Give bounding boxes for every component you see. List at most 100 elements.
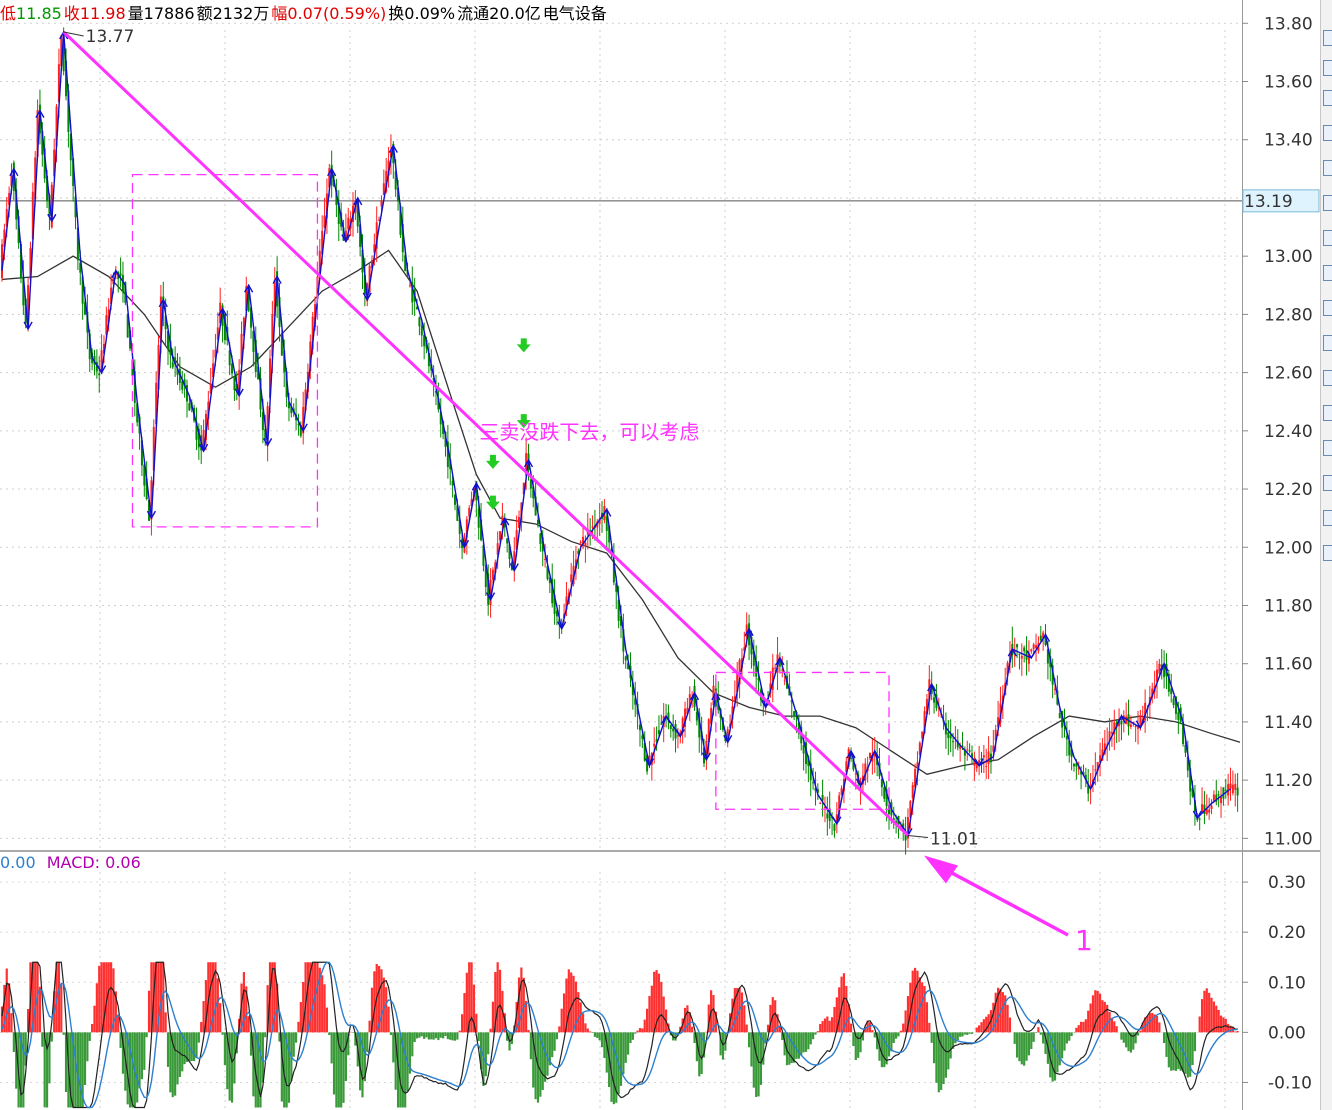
downtrend-line [62,30,910,837]
toolbar-icon[interactable] [1323,230,1332,246]
candle-body [963,749,966,756]
candle-body [771,667,774,690]
candle-body [81,276,84,304]
toolbar-icon[interactable] [1323,195,1332,211]
candle-body [309,341,312,372]
candle-body [250,307,253,328]
toolbar-icon[interactable] [1323,160,1332,176]
high-marker-line [63,31,84,37]
candle-body [883,787,886,799]
candle-body [223,314,226,340]
info-value: 0.09% [404,4,456,23]
candle-body [100,350,103,371]
candle-body [548,577,551,584]
candle-body [1061,710,1064,728]
candle-body [259,378,262,410]
candle-body [937,708,940,710]
candle-body [911,785,914,799]
candle-body [254,339,257,372]
candle-body [638,724,641,731]
candle-body [551,579,554,604]
candle-body [1186,756,1189,771]
candle-body [978,760,981,767]
sell-signal-arrow [485,454,500,469]
toolbar-icon[interactable] [1323,475,1332,491]
zhongshu-box [131,174,319,528]
candle-body [536,519,539,525]
candle-body [1167,673,1170,692]
zigzag-top-marker [272,275,282,284]
candle-body [1099,755,1102,763]
zigzag-bottom-marker [855,778,866,788]
toolbar-icon[interactable] [1323,545,1332,561]
candle-body [359,224,362,247]
candle-body [10,175,13,187]
candle-body [487,573,490,605]
candle-body [257,366,260,380]
annotation-text: 三卖没跌下去，可以考虑 [479,420,699,444]
candle-body [159,296,162,343]
toolbar-icon[interactable] [1323,405,1332,421]
candle-body [31,191,34,240]
candle-body [311,316,314,350]
info-field: 换0.09% [388,4,455,23]
candle-body [335,189,338,206]
right-toolbar[interactable] [1320,0,1332,1110]
candle-body [65,60,68,97]
macd-header: 0.00 MACD: 0.06 [0,852,141,874]
info-field: 幅0.07(0.59%) [271,4,386,23]
candle-body [148,500,151,521]
toolbar-icon[interactable] [1323,125,1332,141]
zigzag-top-marker [523,458,534,468]
candle-body [1236,787,1239,796]
toolbar-icon[interactable] [1323,60,1332,76]
toolbar-icon[interactable] [1323,265,1332,281]
candle-body [278,296,281,328]
candle-body [392,143,395,164]
candle-body [1032,644,1035,649]
candle-body [577,550,580,554]
candle-body [446,441,449,468]
candle-body [584,542,587,547]
candle-body [622,629,625,652]
candle-body [84,302,87,315]
zigzag-top-marker [744,627,754,637]
zigzag-top-marker [661,714,671,724]
candle-body [966,749,969,751]
zigzag-top-marker [59,30,69,40]
candle-body [994,729,997,741]
toolbar-icon[interactable] [1323,30,1332,46]
toolbar-icon[interactable] [1323,300,1332,316]
candle-body [906,817,909,839]
candle-body [752,651,755,666]
candle-body [418,317,421,327]
candle-body [368,265,371,293]
candle-body [1182,722,1185,744]
candle-body [869,752,872,759]
candle-body [676,735,679,737]
zigzag-top-marker [689,691,700,701]
zigzag-top-marker [846,749,856,759]
toolbar-icon[interactable] [1323,335,1332,351]
toolbar-icon[interactable] [1323,90,1332,106]
info-value: 11.98 [79,4,126,23]
candle-body [1035,645,1038,648]
candle-body [181,381,184,390]
candle-body [76,227,79,261]
toolbar-icon[interactable] [1323,510,1332,526]
candle-body [847,748,850,767]
candle-body [755,661,758,677]
candle-body [337,202,340,224]
zigzag-top-marker [1007,647,1017,657]
candle-body [290,406,293,414]
candle-body [1224,789,1227,791]
candle-body [1077,766,1080,770]
candle-body [1070,748,1073,757]
zigzag-top-marker [1116,714,1127,724]
toolbar-icon[interactable] [1323,370,1332,386]
candle-body [1234,783,1237,790]
toolbar-icon[interactable] [1323,440,1332,456]
candle-body [1118,720,1121,727]
candle-body [57,64,60,103]
